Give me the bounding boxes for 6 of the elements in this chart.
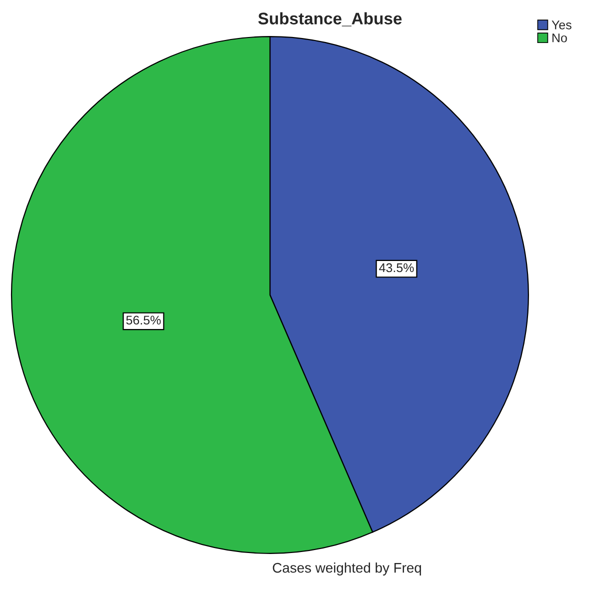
text: Cases weighted by Freq [272,562,421,576]
legend-label: Yes [552,20,572,30]
chart-title: Substance_Abuse [258,12,402,26]
data-label: 56.5% [126,316,161,325]
legend-label: No [552,34,567,42]
data-label: 43.5% [379,263,414,272]
